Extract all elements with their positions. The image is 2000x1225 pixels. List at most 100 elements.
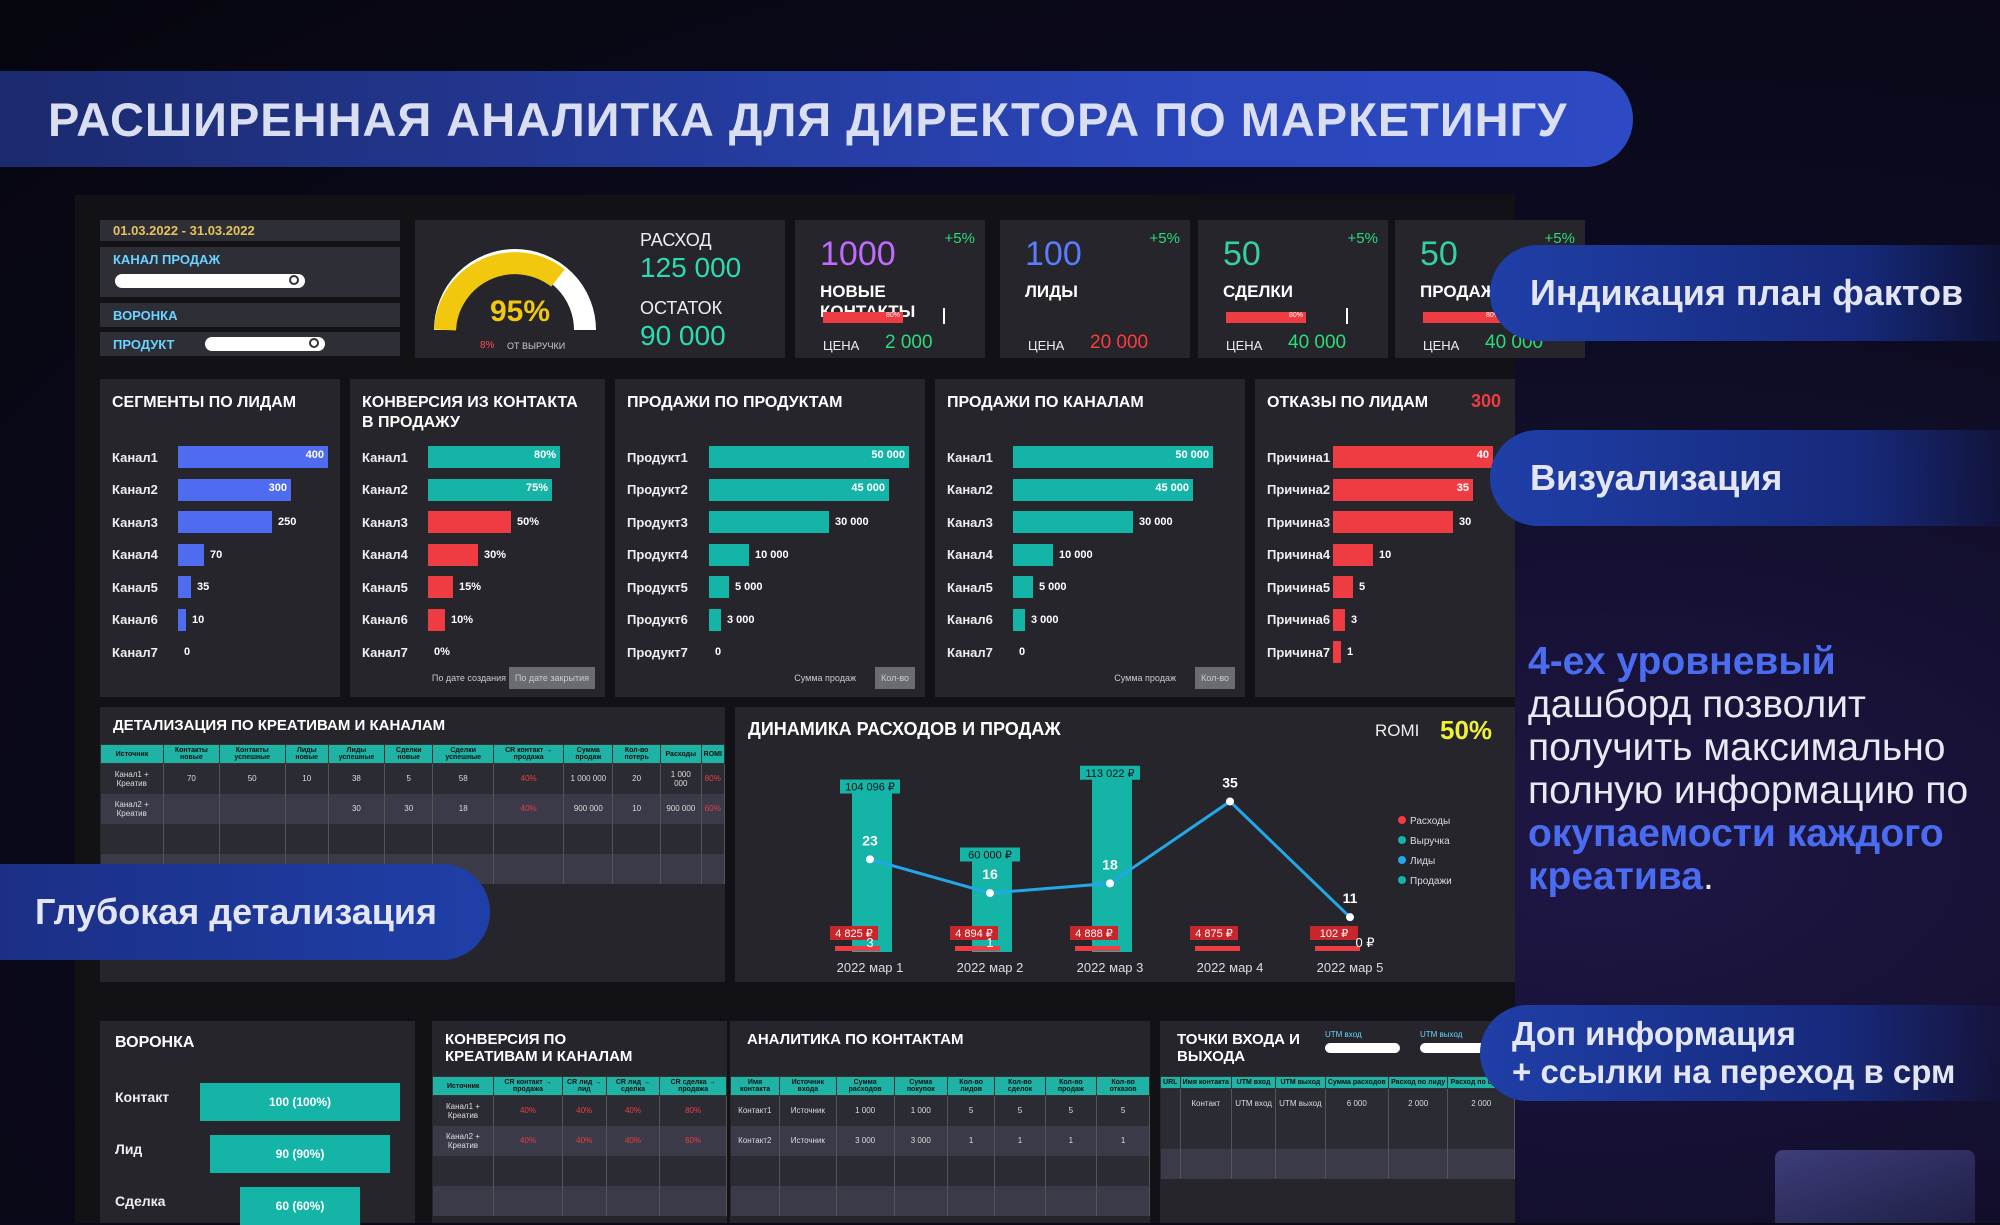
sales-channels-panel: ПРОДАЖИ ПО КАНАЛАМ Канал1 50 000 Канал2 45 0… [935, 379, 1245, 697]
bar-row: Канал2 75% [362, 477, 552, 503]
kpi-card: 50 +5% СДЕЛКИ 80% ЦЕНА 40 000 [1198, 220, 1388, 358]
x-tick-label: 2022 мар 2 [957, 960, 1024, 975]
funnel-panel: ВОРОНКА Контакт 100 (100%) Лид 90 (90%) Сдел… [100, 1021, 415, 1225]
toggle-button-1[interactable]: Сумма продаж [1110, 667, 1180, 689]
expense-bar [835, 946, 880, 951]
table-cell: 38 [328, 763, 386, 794]
bar-row: Продукт3 30 000 [627, 509, 869, 535]
conversion-panel: КОНВЕРСИЯ ИЗ КОНТАКТА В ПРОДАЖУ Канал1 80%… [350, 379, 605, 697]
table-cell: 60% [701, 793, 726, 824]
legend-marker [1398, 836, 1406, 844]
bar-row: Продукт6 3 000 [627, 607, 755, 633]
toggle-button-2[interactable]: По дате закрытия [508, 667, 595, 689]
table-cell [730, 1185, 781, 1216]
utm-in-input[interactable] [1325, 1043, 1400, 1053]
sales-label: 1 [986, 935, 993, 950]
kpi-name: СДЕЛКИ [1223, 282, 1294, 301]
table-cell: 5 [384, 763, 434, 794]
toggle-button-1[interactable]: По дате создания [427, 667, 510, 689]
bar-row: Канал6 10% [362, 607, 473, 633]
bar-label: Продукт4 [627, 547, 688, 562]
bar-row: Причина6 3 [1267, 607, 1357, 633]
bar [1013, 511, 1133, 533]
entry-title: ТОЧКИ ВХОДА И ВЫХОДА [1177, 1031, 1300, 1065]
bar-label: Продукт2 [627, 482, 688, 497]
column-header: CR лид → сделка [605, 1076, 661, 1096]
table-row-empty [1160, 1148, 1515, 1179]
table-row: Контакт2 Источник 3 000 3 000 1 1 1 1 [730, 1125, 1150, 1156]
bar-value: 70 [210, 548, 223, 561]
date-filter[interactable]: 01.03.2022 - 31.03.2022 [100, 220, 400, 241]
kpi-price-label: ЦЕНА [1423, 338, 1460, 353]
funnel-stage-label: Контакт [115, 1089, 170, 1105]
column-header: Кол-во сделок [994, 1076, 1046, 1096]
toggle-button-1[interactable]: Сумма продаж [790, 667, 860, 689]
bar-row: Продукт4 10 000 [627, 542, 789, 568]
kpi-bar-text: 80% [1485, 312, 1500, 319]
table-row: Канал1 + Креатив 40% 40% 40% 80% [432, 1095, 727, 1126]
dynamics-title: ДИНАМИКА РАСХОДОВ И ПРОДАЖ [748, 719, 1061, 739]
table-header-row: Источник Контакты новые Контакты успешные Л… [99, 744, 726, 764]
bar-row: Причина4 10 [1267, 542, 1391, 568]
bar [1333, 576, 1353, 598]
utm-out-input[interactable] [1420, 1043, 1495, 1053]
budget-gauge [434, 249, 596, 331]
product-search-input[interactable] [205, 337, 325, 351]
bar [428, 608, 445, 631]
kpi-bar-text: 80% [885, 312, 900, 319]
legend-label: Лиды [1410, 856, 1435, 867]
table-cell: 5 [1096, 1095, 1150, 1126]
table-cell [836, 1185, 895, 1216]
bar-row: Канал5 35 [112, 574, 209, 600]
table-cell: 40% [493, 793, 565, 824]
bar-value: 3 000 [727, 613, 755, 626]
bar-value: 40 [1476, 449, 1489, 461]
table-cell: 30 [384, 793, 434, 824]
table-cell: 5 [947, 1095, 996, 1126]
column-header: CR контакт → продажа [492, 744, 565, 764]
toggle-button-2[interactable]: Кол-во [1195, 667, 1235, 689]
bar [178, 608, 186, 631]
legend-marker [1398, 856, 1406, 864]
bar [178, 511, 272, 533]
funnel-stage-label: Лид [115, 1141, 143, 1157]
table-cell: UTM выход [1275, 1088, 1326, 1119]
bar-label: Канал2 [362, 482, 408, 497]
kpi-plan-bar: 80% [823, 312, 903, 323]
bar-row: Канал3 250 [112, 509, 296, 535]
bar-value: 35 [197, 581, 210, 593]
bar-list: Продукт1 50 000 Продукт2 45 000 Продукт3 30 0… [627, 444, 917, 684]
table-cell: 18 [432, 793, 494, 824]
table-cell: 1 000 000 [563, 763, 614, 794]
callout-vis: Визуализация [1490, 430, 2000, 526]
table-cell [659, 1185, 727, 1216]
bar: 300 [178, 478, 291, 501]
gauge-sub-pct: 8% [480, 340, 495, 351]
callout-plan-text: Индикация план фактов [1530, 272, 1964, 313]
gauge-percent: 95% [490, 295, 551, 328]
bar-label: Продукт5 [627, 579, 688, 595]
column-header: Расходы [659, 744, 702, 764]
funnel-filter[interactable]: ВОРОНКА [100, 303, 400, 327]
bar-row: Канал2 300 [112, 477, 291, 503]
remain-label: ОСТАТОК [640, 298, 723, 318]
sales-label: 0 ₽ [1355, 935, 1374, 950]
channel-search-input[interactable] [115, 274, 305, 288]
table-cell [432, 1155, 495, 1186]
bar-value: 0% [434, 646, 450, 658]
table-cell [1045, 1155, 1098, 1186]
table-cell: UTM вход [1231, 1088, 1277, 1119]
leads-point [866, 855, 874, 864]
toggle-button-2[interactable]: Кол-во [875, 667, 915, 689]
kpi-bar-marker [1346, 308, 1348, 324]
bar-row: Канал7 0 [112, 639, 190, 665]
bar [709, 576, 729, 598]
bar-row: Продукт7 0 [627, 639, 721, 665]
bar-value: 5 [1359, 581, 1366, 593]
table-cell: 40% [606, 1095, 661, 1126]
bar-label: Канал1 [947, 449, 993, 465]
column-header: Лиды успешные [327, 744, 386, 764]
table-cell [994, 1155, 1046, 1186]
bar [709, 608, 721, 631]
